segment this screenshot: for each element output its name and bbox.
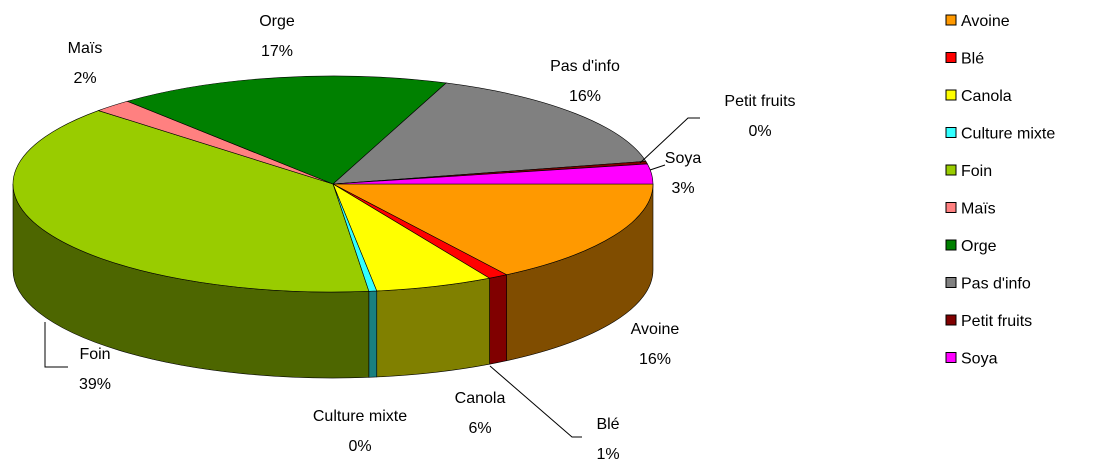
legend-label: Soya <box>961 351 998 368</box>
slice <box>126 75 447 185</box>
slice <box>332 183 654 276</box>
data-label-name: Orge <box>259 13 295 30</box>
legend-label: Foin <box>961 163 992 180</box>
slice <box>332 82 647 185</box>
legend-label: Petit fruits <box>961 313 1032 330</box>
data-label-value: 16% <box>639 351 671 368</box>
data-labels: Avoine 16% Blé 1% Canola 6% Culture mixte 0% Foi… <box>68 13 796 463</box>
data-label-value: 2% <box>73 70 96 87</box>
slice <box>332 163 654 185</box>
data-label-value: 17% <box>261 43 293 60</box>
legend-swatch <box>945 89 957 101</box>
slice-side <box>376 277 490 378</box>
slice <box>12 110 370 293</box>
data-label-value: 1% <box>596 446 619 463</box>
legend-label: Culture mixte <box>961 126 1055 143</box>
data-label-value: 3% <box>671 180 694 197</box>
data-label-value: 16% <box>569 88 601 105</box>
data-label-name: Petit fruits <box>724 93 795 110</box>
legend-swatch <box>945 164 957 176</box>
legend-label: Pas d'info <box>961 276 1031 293</box>
legend: Avoine Blé Canola Culture mixte Foin Maïs Orge… <box>945 13 1055 368</box>
legend-swatch <box>945 352 957 363</box>
slice-side <box>489 274 507 365</box>
legend-swatch <box>945 202 957 213</box>
data-label-name: Canola <box>455 390 506 407</box>
legend-swatch <box>945 314 957 326</box>
data-label-name: Avoine <box>631 321 680 338</box>
legend-label: Orge <box>961 238 997 255</box>
leader-line <box>489 365 582 438</box>
legend-label: Blé <box>961 51 984 68</box>
legend-swatch <box>945 239 957 251</box>
data-label-name: Pas d'info <box>550 58 620 75</box>
data-label-name: Blé <box>596 416 619 433</box>
leader-line <box>639 117 700 164</box>
legend-swatch <box>945 277 957 288</box>
data-label-value: 6% <box>468 420 491 437</box>
leader-line <box>44 322 68 368</box>
leader-lines <box>44 117 700 438</box>
legend-label: Maïs <box>961 201 996 218</box>
slice-side <box>368 290 378 378</box>
pie-tops <box>12 75 654 293</box>
legend-swatch <box>945 52 957 63</box>
legend-label: Canola <box>961 88 1012 105</box>
legend-label: Avoine <box>961 13 1010 30</box>
leader-line <box>649 164 666 171</box>
data-label-name: Culture mixte <box>313 408 407 425</box>
data-label-value: 0% <box>348 438 371 455</box>
data-label-name: Maïs <box>68 40 103 57</box>
slice <box>332 183 491 292</box>
legend-swatch <box>945 14 957 26</box>
data-label-name: Foin <box>79 346 110 363</box>
data-label-value: 0% <box>748 123 771 140</box>
data-label-name: Soya <box>665 150 702 167</box>
data-label-value: 39% <box>79 376 111 393</box>
legend-swatch <box>945 127 957 138</box>
